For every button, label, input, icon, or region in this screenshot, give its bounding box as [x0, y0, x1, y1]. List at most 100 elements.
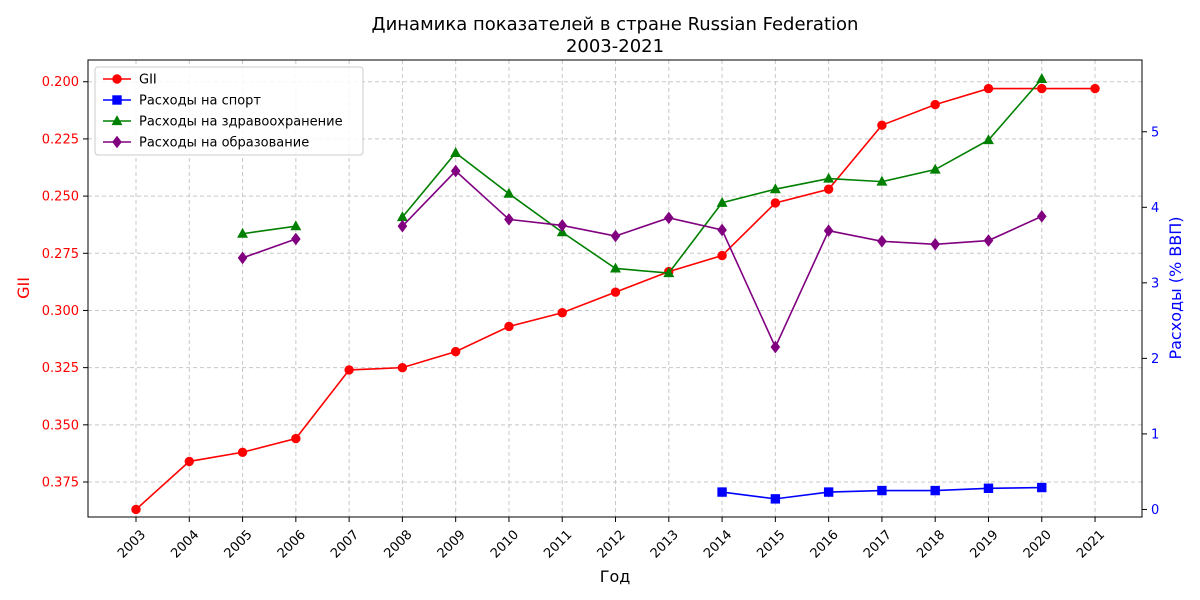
data-point	[877, 120, 887, 130]
data-point	[184, 456, 194, 467]
x-axis: 2003 2004 2005 2006 2007 2008 2009 2010 2011 2012…	[115, 517, 1108, 561]
left-tick-label: 0.300	[42, 304, 79, 319]
x-tick-label: 2018	[914, 527, 948, 561]
data-point	[610, 262, 621, 273]
data-point	[610, 287, 621, 297]
legend: GII Расходы на спорт Расходы на здравоохра…	[94, 66, 364, 156]
x-tick-label: 2007	[328, 527, 362, 561]
data-point	[237, 227, 249, 238]
data-point	[450, 147, 462, 157]
data-point	[983, 83, 994, 94]
data-point	[237, 251, 248, 265]
data-point	[344, 365, 354, 375]
data-point	[769, 183, 781, 194]
x-tick-label: 2016	[808, 527, 842, 561]
right-axis-label: Расходы (% ВВП)	[1166, 216, 1185, 359]
legend-label: Расходы на спорт	[139, 94, 261, 109]
data-point	[111, 115, 123, 126]
chart-subtitle: 2003-2021	[566, 36, 664, 57]
data-point	[717, 223, 727, 237]
data-point	[1036, 210, 1047, 223]
series-2	[237, 73, 1048, 278]
x-tick-label: 2004	[168, 527, 202, 561]
grid	[88, 60, 1142, 517]
data-point	[983, 483, 994, 493]
right-tick-label: 3	[1151, 276, 1159, 291]
left-tick-label: 0.275	[42, 247, 79, 262]
left-tick-label: 0.325	[42, 361, 79, 376]
series-line	[242, 238, 297, 259]
right-tick-label: 1	[1151, 427, 1159, 442]
right-tick-label: 5	[1151, 125, 1159, 140]
data-point	[112, 95, 122, 105]
data-point	[504, 321, 514, 332]
data-point	[823, 172, 835, 183]
data-point	[983, 234, 994, 247]
chart-title: Динамика показателей в стране Russian Fe…	[372, 14, 859, 35]
right-tick-label: 0	[1151, 503, 1159, 518]
data-point	[877, 485, 887, 496]
left-tick-label: 0.225	[42, 132, 79, 147]
legend-box	[94, 66, 364, 156]
data-point	[504, 213, 514, 226]
x-axis-label: Год	[600, 567, 631, 586]
left-tick-label: 0.250	[42, 190, 79, 205]
data-point	[770, 494, 781, 504]
x-tick-label: 2009	[435, 527, 469, 561]
x-tick-label: 2014	[701, 527, 735, 561]
x-tick-label: 2011	[541, 527, 575, 561]
x-tick-label: 2010	[488, 527, 522, 561]
data-point	[450, 164, 461, 178]
data-point	[397, 219, 408, 233]
data-point	[112, 135, 122, 149]
series-3	[237, 164, 1047, 354]
left-y-axis: 0.200 0.225 0.250 0.275 0.300 0.325 0.350 0.375	[42, 75, 88, 491]
x-tick-label: 2012	[595, 527, 629, 561]
series-layer	[131, 73, 1100, 515]
data-point	[450, 346, 461, 357]
data-point	[770, 198, 781, 208]
data-point	[503, 187, 515, 198]
data-point	[983, 134, 994, 145]
right-y-axis: 0 1 2 3 4 5	[1142, 125, 1159, 518]
data-point	[291, 232, 301, 246]
data-point	[823, 487, 834, 497]
data-point	[929, 163, 941, 174]
data-point	[717, 487, 727, 497]
data-point	[876, 175, 888, 186]
x-tick-label: 2008	[381, 527, 415, 561]
x-tick-label: 2006	[275, 527, 309, 561]
legend-label: Расходы на здравоохранение	[139, 115, 343, 130]
x-tick-label: 2017	[861, 527, 895, 561]
data-point	[930, 238, 941, 251]
legend-label: GII	[139, 73, 157, 88]
plot-frame	[87, 59, 1143, 518]
data-point	[1036, 73, 1048, 83]
left-axis-label: GII	[14, 277, 33, 299]
x-tick-label: 2021	[1074, 527, 1108, 561]
x-tick-label: 2015	[754, 527, 788, 561]
data-point	[717, 250, 727, 261]
data-point	[1037, 83, 1047, 94]
data-point	[237, 447, 248, 457]
series-1	[717, 482, 1047, 504]
data-point	[663, 211, 674, 225]
data-point	[823, 224, 834, 237]
x-tick-label: 2020	[1021, 527, 1055, 561]
data-point	[716, 196, 728, 207]
data-point	[131, 504, 141, 515]
data-point	[112, 74, 122, 84]
data-point	[823, 184, 834, 194]
legend-label: Расходы на образование	[139, 136, 309, 151]
data-point	[877, 235, 887, 248]
right-tick-label: 4	[1151, 201, 1159, 216]
data-point	[930, 485, 940, 496]
data-point	[557, 219, 568, 232]
right-tick-label: 2	[1151, 352, 1159, 367]
data-point	[770, 340, 781, 354]
data-point	[930, 99, 940, 110]
data-point	[291, 433, 301, 444]
x-tick-label: 2019	[968, 527, 1002, 561]
data-point	[557, 308, 567, 318]
